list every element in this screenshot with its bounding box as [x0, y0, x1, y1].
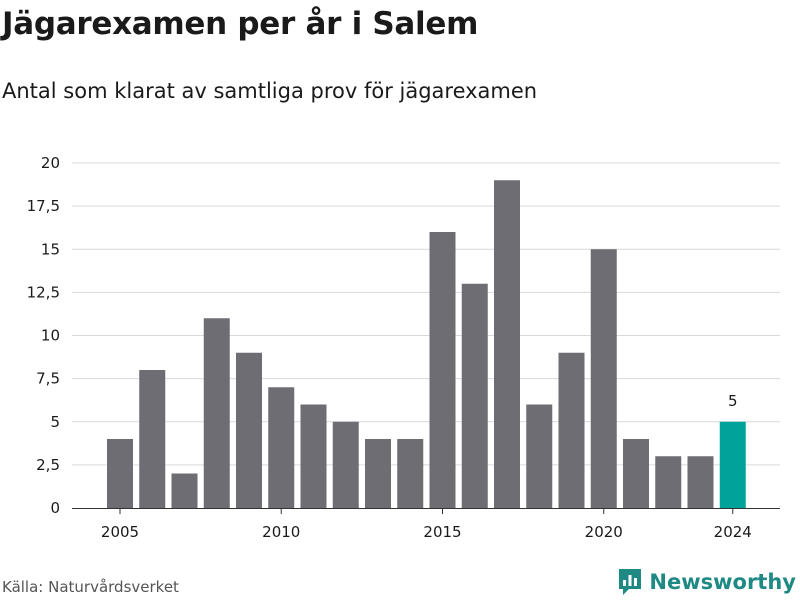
y-tick-label: 15 — [41, 240, 60, 258]
bar — [719, 421, 746, 508]
x-tick-label: 2024 — [714, 523, 752, 541]
brand-logo: Newsworthy — [617, 567, 796, 597]
x-tick-label: 2020 — [585, 523, 623, 541]
bar — [139, 370, 166, 508]
source-note: Källa: Naturvårdsverket — [2, 578, 179, 596]
y-tick-label: 2,5 — [36, 456, 60, 474]
y-tick-label: 5 — [50, 413, 60, 431]
x-tick-label: 2005 — [101, 523, 139, 541]
bar — [461, 283, 488, 508]
y-tick-label: 10 — [41, 327, 60, 345]
bar — [300, 404, 327, 508]
y-tick-label: 20 — [41, 154, 60, 172]
y-tick-label: 0 — [50, 499, 60, 517]
bar — [107, 439, 133, 508]
x-tick-label: 2015 — [423, 523, 461, 541]
bar — [558, 352, 585, 508]
bar — [236, 352, 262, 508]
bar — [171, 473, 198, 508]
bar — [526, 404, 553, 508]
bar — [655, 456, 682, 508]
newsworthy-logo-icon — [619, 569, 642, 595]
chart-title: Jägarexamen per år i Salem — [2, 6, 479, 42]
data-label: 5 — [728, 392, 738, 410]
bar — [494, 180, 520, 508]
bar — [397, 439, 424, 508]
y-tick-label: 17,5 — [27, 197, 60, 215]
bar — [268, 387, 295, 508]
chart-subtitle: Antal som klarat av samtliga prov för jä… — [2, 79, 538, 103]
bar — [332, 421, 359, 508]
x-tick-label: 2010 — [262, 523, 300, 541]
bar — [623, 439, 649, 508]
bar — [687, 456, 714, 508]
bar — [365, 439, 391, 508]
bar — [203, 318, 230, 508]
bar — [590, 249, 617, 508]
y-tick-label: 12,5 — [27, 283, 60, 301]
brand-name: Newsworthy — [649, 570, 796, 594]
y-tick-label: 7,5 — [36, 370, 60, 388]
bar — [429, 232, 456, 508]
